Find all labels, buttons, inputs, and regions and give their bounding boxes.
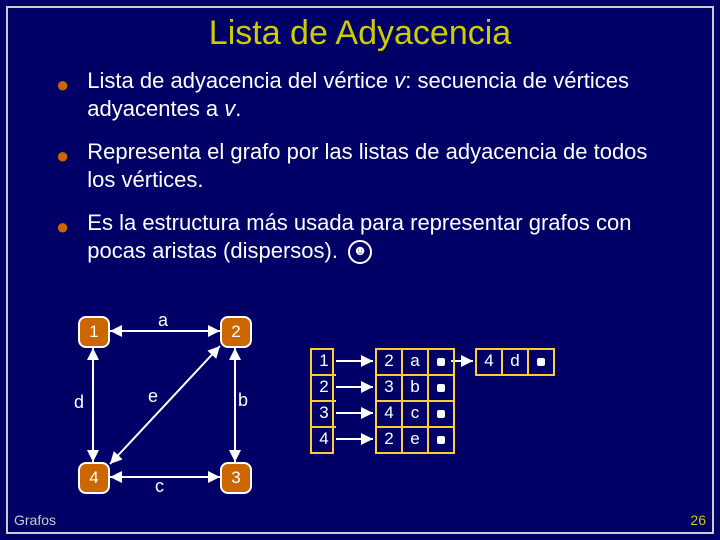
adj-head-3: 3 [312, 402, 336, 428]
null-ptr-icon [429, 376, 453, 400]
graph-node-2: 2 [220, 316, 252, 348]
edge-label-d: d [74, 392, 84, 413]
adj-node: 2 e [375, 426, 455, 454]
edge-label-b: b [238, 390, 248, 411]
adj-node-edge: d [503, 350, 529, 374]
footer-label: Grafos [14, 512, 56, 528]
graph-diagram: 1 2 3 4 a b c d e [70, 314, 280, 504]
adj-node: 2 a [375, 348, 455, 376]
adj-head-4: 4 [312, 428, 336, 452]
adj-node-edge: c [403, 402, 429, 426]
edge-label-a: a [158, 310, 168, 331]
adj-node: 4 d [475, 348, 555, 376]
edge-label-c: c [155, 476, 164, 497]
adj-node-vertex: 2 [377, 428, 403, 452]
adj-node: 4 c [375, 400, 455, 428]
adj-head-2: 2 [312, 376, 336, 402]
graph-node-4: 4 [78, 462, 110, 494]
adj-head-column: 1 2 3 4 [310, 348, 334, 454]
adj-node-vertex: 3 [377, 376, 403, 400]
adj-node-edge: b [403, 376, 429, 400]
adj-node-edge: a [403, 350, 429, 374]
graph-node-1: 1 [78, 316, 110, 348]
page-number: 26 [690, 512, 706, 528]
adj-node-vertex: 4 [377, 402, 403, 426]
null-ptr-icon [429, 428, 453, 452]
edge-label-e: e [148, 386, 158, 407]
graph-node-3: 3 [220, 462, 252, 494]
adj-node-edge: e [403, 428, 429, 452]
null-ptr-icon [429, 402, 453, 426]
ptr-icon [429, 350, 453, 374]
slide: Lista de Adyacencia ● Lista de adyacenci… [0, 0, 720, 540]
adj-head-1: 1 [312, 350, 336, 376]
null-ptr-icon [529, 350, 553, 374]
adj-node-vertex: 4 [477, 350, 503, 374]
adj-node: 3 b [375, 374, 455, 402]
adj-node-vertex: 2 [377, 350, 403, 374]
